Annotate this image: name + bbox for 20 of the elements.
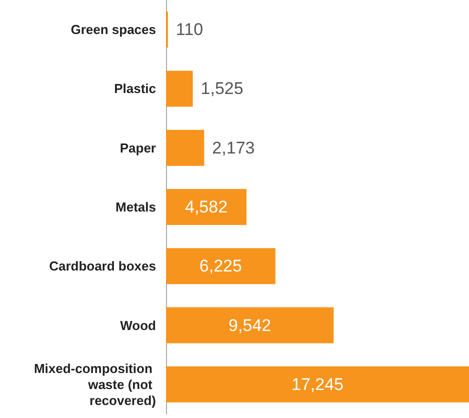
data-label: 4,582 (184, 198, 228, 216)
data-label: 17,245 (292, 374, 344, 394)
bar (166, 130, 204, 166)
y-tick-label: Cardboard boxes (49, 258, 156, 274)
data-label: 9,542 (228, 316, 272, 335)
bar (166, 307, 334, 344)
y-tick-label: Paper (120, 140, 156, 156)
bar (166, 366, 469, 402)
bar (166, 248, 276, 284)
data-label: 6,225 (199, 256, 242, 276)
bar (166, 189, 247, 225)
y-tick-label: Mixed-composition waste (not recovered) (34, 360, 156, 408)
data-label: 2,173 (212, 138, 255, 158)
bar (166, 70, 193, 107)
y-tick-label: Metals (116, 200, 156, 214)
data-label: 1,525 (200, 79, 244, 98)
y-tick-label: Green spaces (70, 22, 156, 38)
y-tick-label: Wood (120, 318, 156, 333)
data-label: 110 (176, 20, 204, 40)
y-tick-label: Plastic (114, 81, 156, 96)
